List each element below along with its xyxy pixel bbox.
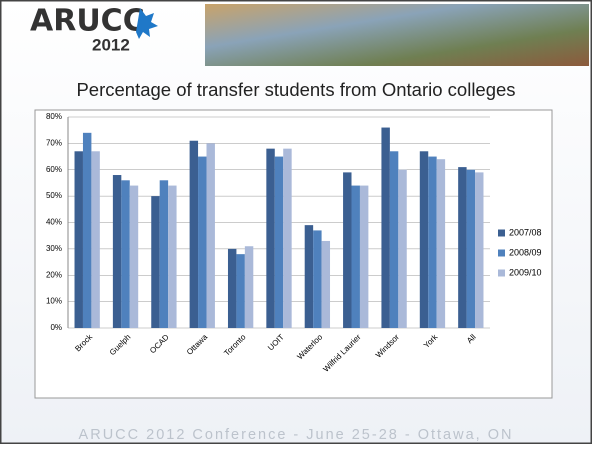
bar (419, 151, 429, 328)
legend-label: 2009/10 (509, 267, 542, 277)
footer: ARUCC 2012 Conference - June 25-28 - Ott… (79, 427, 514, 443)
bar (304, 225, 314, 328)
y-tick-label: 80% (46, 112, 62, 121)
bar (121, 180, 130, 328)
bar (466, 169, 476, 328)
bar (274, 156, 284, 328)
bar (475, 172, 484, 328)
logo: ARUCC (30, 4, 145, 39)
y-tick-label: 50% (46, 191, 62, 200)
bar (159, 180, 169, 328)
bar (91, 151, 100, 328)
bar (112, 175, 122, 328)
bar (198, 156, 207, 328)
y-tick-label: 30% (46, 244, 62, 253)
bar (236, 254, 245, 328)
bar (381, 127, 390, 328)
y-tick-label: 20% (46, 270, 62, 279)
bar (389, 151, 399, 328)
bar (266, 148, 275, 328)
bar (398, 169, 407, 328)
bar (283, 148, 292, 328)
legend-swatch (498, 269, 505, 277)
plot: 0%10%20%30%40%50%60%70%80%Brock Guelph OCA… (46, 112, 542, 374)
legend-swatch (498, 249, 505, 257)
y-tick-label: 40% (46, 218, 62, 227)
maple-leaf (136, 8, 158, 39)
bar (206, 143, 215, 328)
bar (313, 230, 322, 328)
bar (82, 132, 92, 328)
legend-label: 2007/08 (509, 227, 542, 237)
bar (189, 140, 199, 328)
chart-title: Percentage of transfer students from Ont… (76, 79, 515, 100)
bar (436, 159, 446, 328)
bar (227, 248, 237, 328)
bar (129, 185, 139, 328)
bar (359, 185, 369, 328)
bar (74, 151, 83, 328)
y-tick-label: 60% (46, 165, 62, 174)
bar (458, 167, 467, 328)
logo-year: 2012 (92, 35, 130, 54)
bar (351, 185, 360, 328)
bar (244, 246, 254, 328)
photo-strip (205, 4, 589, 66)
y-tick-label: 70% (46, 138, 62, 147)
bar (428, 156, 437, 328)
bar (321, 240, 331, 328)
bar (168, 185, 177, 328)
legend-swatch (498, 229, 505, 237)
bar (151, 196, 160, 328)
legend-label: 2008/09 (509, 247, 542, 257)
y-tick-label: 10% (46, 297, 62, 306)
y-tick-label: 0% (50, 323, 62, 332)
bar (343, 172, 352, 328)
